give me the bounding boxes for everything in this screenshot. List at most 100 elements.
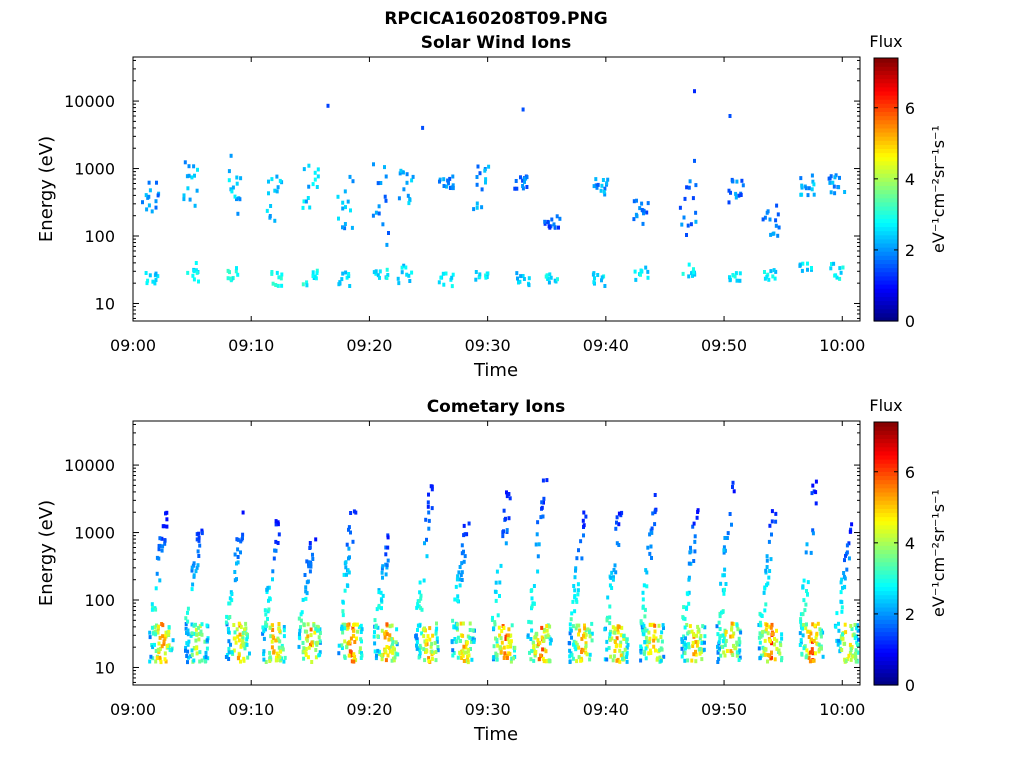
flux-cell [596,273,600,277]
flux-cell [829,266,833,271]
colorbar-swatch [874,611,898,616]
flux-cell [513,645,517,650]
flux-cell [764,652,768,657]
flux-cell [541,514,545,519]
flux-cell [190,175,194,180]
flux-cell [276,283,280,288]
flux-cell [340,643,344,648]
flux-cell [182,193,186,198]
flux-cell [723,587,726,592]
flux-cell [191,582,195,587]
flux-cell [521,178,525,183]
flux-cell [155,623,158,628]
flux-cell [615,636,619,641]
colorbar-swatch [874,643,898,649]
flux-cell [841,585,844,590]
colorbar-swatch [874,255,898,260]
flux-cell [148,188,152,193]
flux-cell [761,217,765,222]
flux-cell [385,267,389,272]
flux-cell [645,210,649,215]
flux-cell [301,597,305,602]
flux-cell [686,658,690,663]
flux-cell [340,624,344,629]
colorbar-swatch [874,635,898,641]
flux-cell [574,647,578,652]
flux-cell [738,655,742,660]
flux-cell [478,272,482,277]
flux-cell [163,538,167,543]
colorbar-swatch [874,107,898,113]
flux-cell [576,582,580,587]
flux-cell [337,282,341,287]
flux-cell [571,624,575,629]
flux-cell [568,631,572,636]
flux-cell [165,524,169,529]
flux-cell [505,490,508,495]
flux-cell [197,637,201,642]
flux-cell [827,176,831,181]
flux-cell [190,587,194,592]
flux-cell [639,650,643,655]
flux-cell [229,187,233,192]
flux-cell [856,628,860,633]
flux-cell [540,500,544,505]
flux-cell [156,630,160,635]
flux-cell [224,620,228,625]
flux-cell [856,623,859,628]
flux-cell [618,659,622,664]
flux-cell [451,174,455,179]
flux-cell [646,545,650,550]
flux-cell [162,641,166,646]
flux-cell [855,640,859,645]
flux-cell [445,184,449,189]
flux-cell [238,632,242,637]
flux-cell [768,638,772,643]
flux-cell [854,651,857,656]
flux-cell [693,539,697,544]
flux-cell [381,564,385,569]
flux-cell [806,261,809,266]
flux-cell [683,196,687,201]
flux-cell [355,636,358,641]
flux-cell [605,657,609,662]
flux-cell [698,636,702,641]
flux-cell [845,550,849,555]
flux-cell [423,541,426,546]
flux-cell [267,598,270,603]
flux-cell [387,645,391,650]
flux-cell [716,644,719,649]
flux-cell [301,282,305,287]
flux-cell [759,634,763,639]
flux-cell [646,269,650,274]
flux-cell [494,651,498,656]
flux-cell [231,185,235,190]
flux-cell [735,179,739,184]
flux-cell [317,628,321,633]
flux-cell [496,643,500,648]
flux-cell [418,580,422,585]
flux-cell [588,634,592,639]
flux-cell [574,568,577,573]
flux-cell [430,506,434,511]
flux-cell [850,522,854,527]
colorbar-swatch [874,426,898,431]
flux-cell [855,650,859,655]
flux-cell [456,594,460,599]
flux-cell [655,657,659,662]
flux-cell [645,584,649,589]
flux-cell [384,545,388,550]
flux-cell [154,205,158,210]
flux-cell [622,634,626,639]
flux-cell [450,284,454,289]
flux-cell [349,530,352,535]
flux-cell [156,193,160,198]
flux-cell [233,552,237,557]
colorbar-swatch [874,590,898,596]
flux-cell [302,656,306,661]
flux-cell [190,568,194,573]
colorbar-swatch [874,156,898,162]
flux-cell [274,522,278,527]
x-tick-label: 09:50 [701,336,747,355]
